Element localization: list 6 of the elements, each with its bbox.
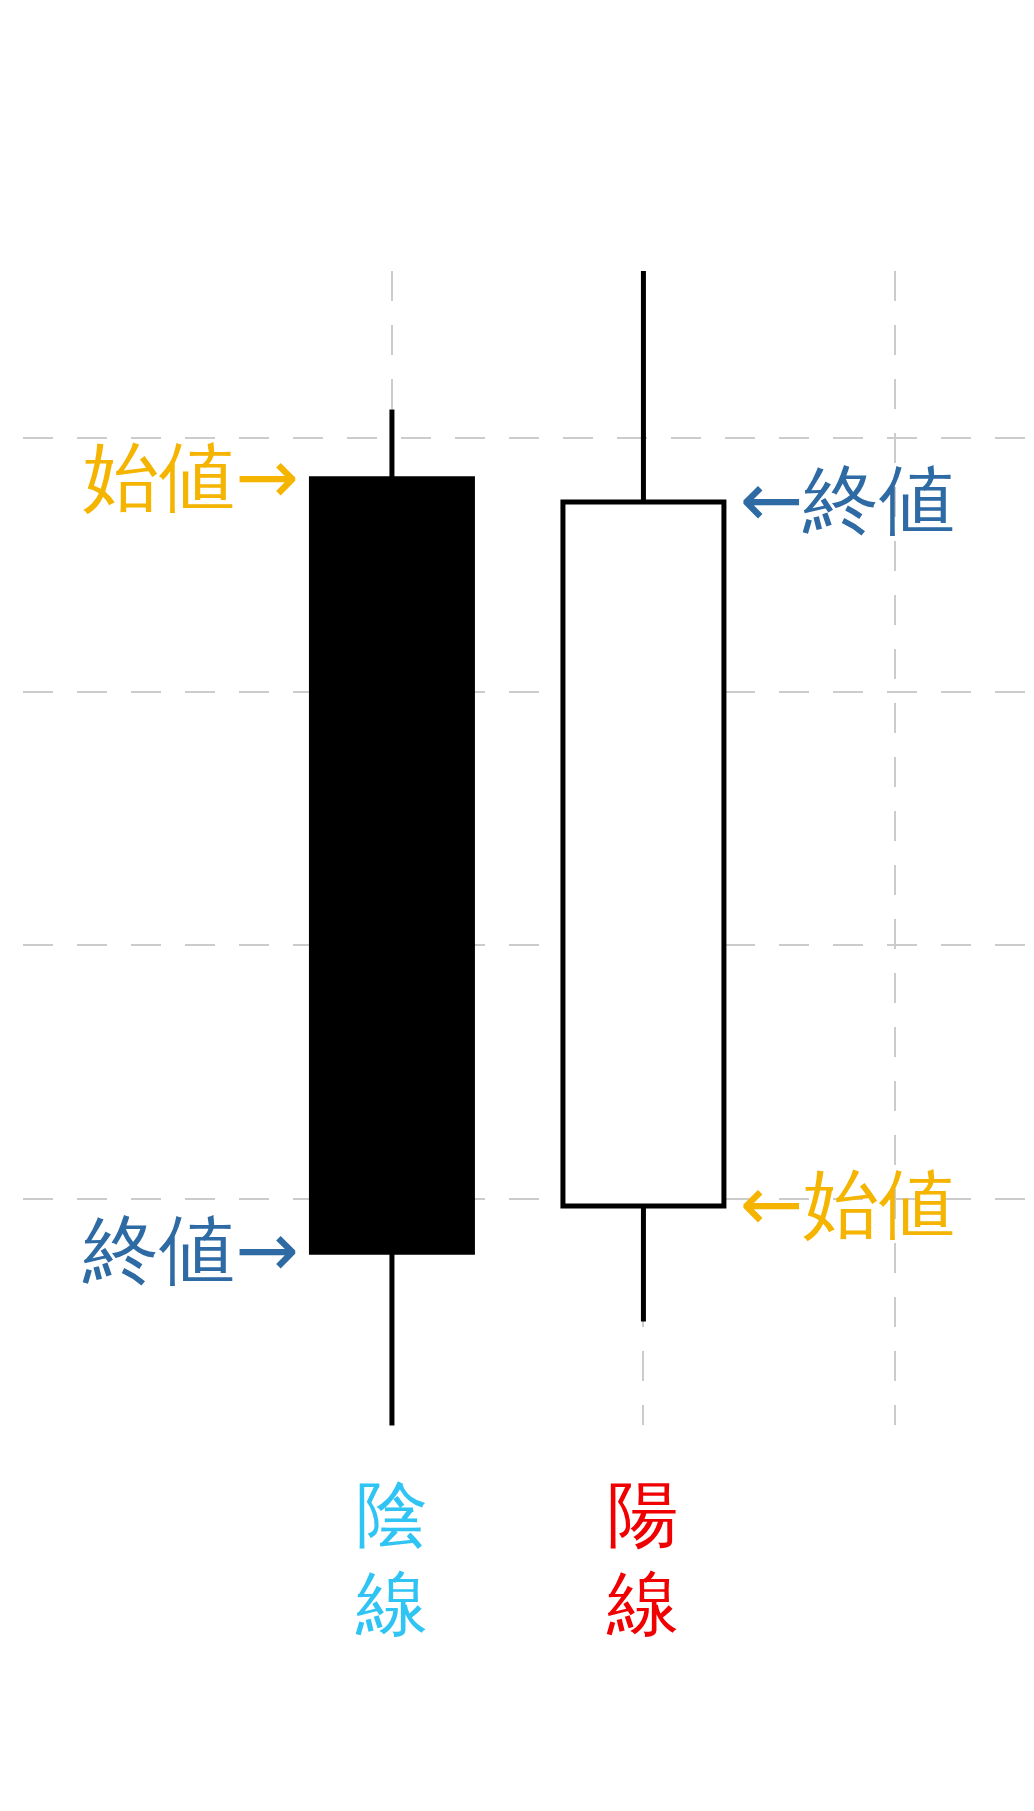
x-tick-label: 陽線: [606, 1471, 680, 1646]
annotation: 始値→: [83, 431, 299, 521]
annotation: ←終値: [739, 454, 956, 544]
x-tick-label: 陰線: [354, 1471, 428, 1646]
annotation: ←始値: [739, 1158, 956, 1248]
annotation: 終値→: [82, 1205, 299, 1295]
